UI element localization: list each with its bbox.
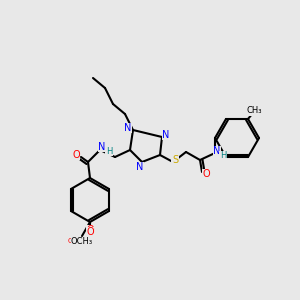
Text: O: O [202, 169, 210, 179]
Text: N: N [136, 162, 144, 172]
Text: O: O [86, 227, 94, 237]
Text: N: N [98, 142, 106, 152]
Text: S: S [172, 155, 178, 165]
Text: H: H [220, 152, 226, 160]
Text: CH₃: CH₃ [246, 106, 262, 116]
Text: O: O [72, 150, 80, 160]
Text: O: O [86, 225, 94, 235]
Text: OCH₃: OCH₃ [68, 238, 86, 244]
Text: N: N [213, 146, 221, 156]
Text: N: N [124, 123, 132, 133]
Text: OCH₃: OCH₃ [71, 238, 93, 247]
Text: N: N [162, 130, 170, 140]
Text: H: H [106, 146, 112, 155]
